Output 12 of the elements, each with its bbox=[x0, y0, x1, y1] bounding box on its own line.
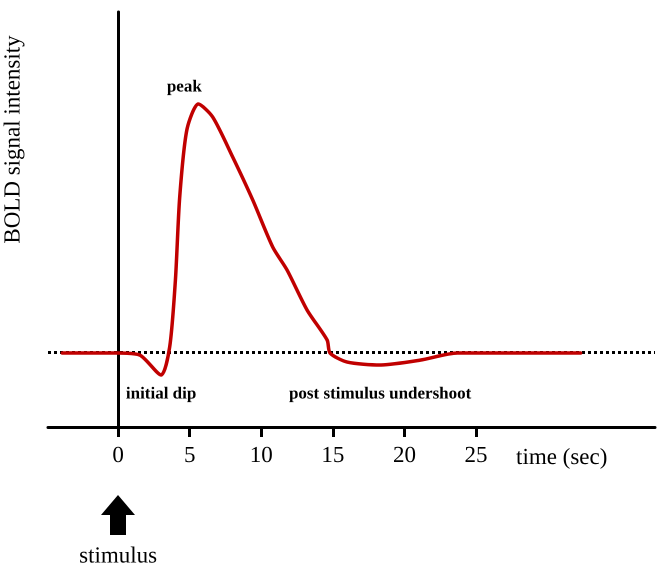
x-tick-label: 25 bbox=[464, 442, 488, 467]
annotation: post stimulus undershoot bbox=[288, 384, 472, 402]
y-axis-title: BOLD signal intensity bbox=[0, 34, 24, 244]
x-tick-label: 15 bbox=[321, 442, 344, 467]
x-tick-label: 20 bbox=[392, 442, 416, 467]
x-axis-title: time (sec) bbox=[516, 444, 608, 469]
x-tick-label: 0 bbox=[112, 442, 124, 467]
annotation: initial dip bbox=[126, 384, 196, 402]
text: stimulus bbox=[79, 542, 158, 568]
x-tick-label: 10 bbox=[250, 442, 273, 467]
x-tick-label: 5 bbox=[184, 442, 196, 467]
annotation: peak bbox=[166, 76, 202, 96]
